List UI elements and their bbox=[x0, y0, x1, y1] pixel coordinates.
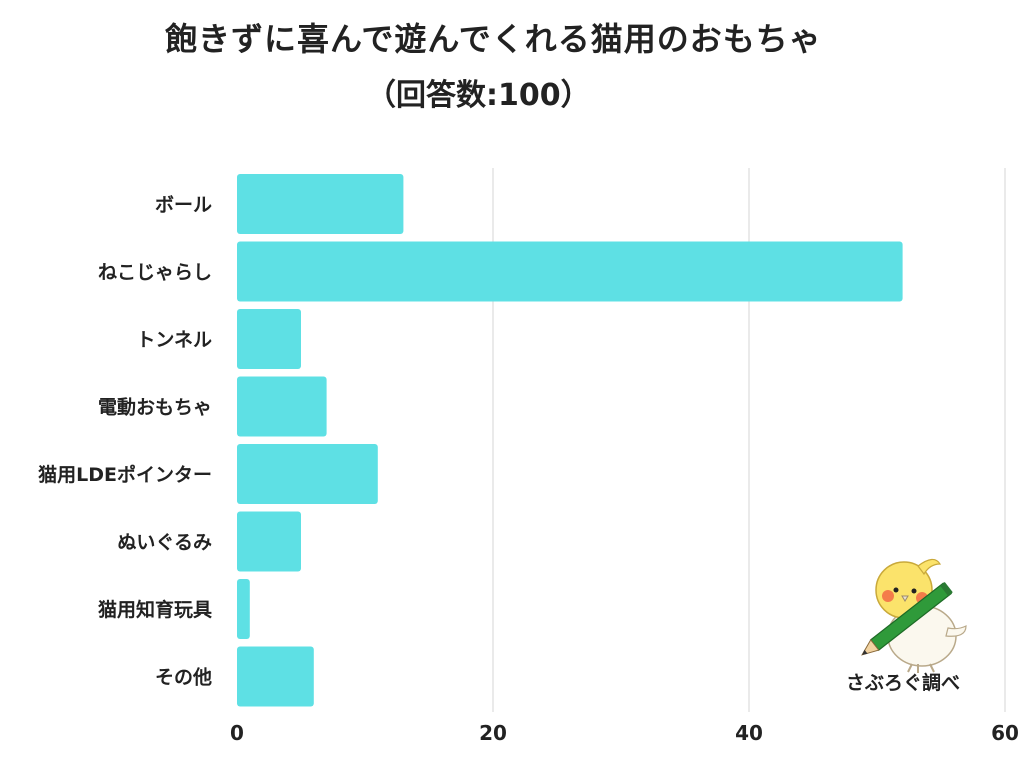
category-label: ぬいぐるみ bbox=[117, 532, 212, 554]
bars bbox=[237, 174, 903, 707]
mascot-eye-left bbox=[893, 587, 899, 593]
category-labels: ボールねこじゃらしトンネル電動おもちゃ猫用LDEポインターぬいぐるみ猫用知育玩具… bbox=[38, 194, 212, 689]
bar bbox=[237, 579, 250, 639]
bird-mascot-illustration bbox=[838, 556, 988, 696]
bar bbox=[237, 376, 327, 437]
pencil-icon bbox=[861, 581, 953, 656]
category-label: ボール bbox=[155, 194, 212, 216]
category-label: その他 bbox=[155, 666, 212, 689]
mascot-eye-right bbox=[911, 588, 917, 594]
category-label: トンネル bbox=[136, 329, 212, 351]
bar bbox=[237, 646, 314, 707]
mascot-feet bbox=[907, 663, 935, 673]
mascot-beak bbox=[901, 595, 909, 602]
bar bbox=[237, 309, 301, 369]
category-label: 電動おもちゃ bbox=[98, 397, 212, 419]
chart-title: 飽きずに喜んで遊んでくれる猫用のおもちゃ bbox=[165, 20, 822, 58]
x-tick-label: 0 bbox=[230, 721, 244, 745]
mascot-crest bbox=[917, 558, 942, 576]
x-tick-label: 60 bbox=[991, 721, 1019, 745]
bar bbox=[237, 241, 903, 302]
category-label: 猫用LDEポインター bbox=[38, 463, 212, 486]
x-tick-labels: 0 20 40 60 bbox=[230, 721, 1019, 745]
category-label: ねこじゃらし bbox=[98, 262, 212, 284]
mascot-tail bbox=[945, 625, 967, 637]
x-tick-label: 20 bbox=[479, 721, 507, 745]
source-credit: さぶろぐ調べ bbox=[846, 672, 961, 694]
category-label: 猫用知育玩具 bbox=[98, 598, 212, 621]
bar bbox=[237, 511, 301, 572]
x-tick-label: 40 bbox=[735, 721, 763, 745]
bar bbox=[237, 174, 404, 234]
bar bbox=[237, 444, 378, 504]
mascot-cheek-left bbox=[882, 590, 894, 602]
chart-subtitle: （回答数:100） bbox=[366, 78, 591, 113]
